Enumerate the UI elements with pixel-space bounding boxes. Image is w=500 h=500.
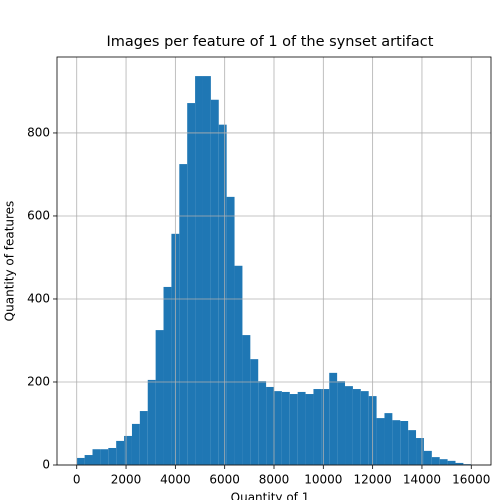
bar — [274, 391, 282, 465]
bar — [76, 457, 85, 465]
bar — [131, 423, 140, 465]
x-axis-label: Quantity of 1 — [231, 491, 310, 500]
bar — [439, 459, 448, 465]
bar — [195, 76, 203, 465]
bar — [92, 449, 101, 465]
bar — [305, 394, 314, 465]
x-tick-label: 2000 — [111, 473, 142, 487]
bar — [416, 438, 424, 465]
bar — [155, 330, 164, 465]
bar — [124, 435, 132, 465]
bar — [116, 440, 125, 465]
bar — [108, 447, 117, 465]
bar — [392, 420, 401, 465]
bar — [234, 265, 243, 465]
bar — [202, 76, 211, 465]
bar — [455, 462, 464, 465]
bar — [360, 391, 369, 465]
y-axis-label: Quantity of features — [3, 201, 17, 322]
bar — [447, 460, 456, 465]
x-tick-label: 16000 — [452, 473, 490, 487]
bar — [100, 449, 109, 465]
bar — [163, 286, 172, 465]
x-tick-label: 12000 — [354, 473, 392, 487]
bar — [218, 124, 227, 466]
bar — [384, 413, 393, 465]
bar — [321, 389, 330, 465]
bar — [313, 389, 322, 465]
x-tick-label: 10000 — [304, 473, 342, 487]
y-tick-label: 200 — [27, 374, 50, 388]
y-tick-label: 600 — [27, 208, 50, 222]
bar — [400, 421, 409, 465]
bar — [266, 386, 274, 465]
chart-title: Images per feature of 1 of the synset ar… — [107, 34, 434, 50]
bar — [179, 164, 188, 465]
bar — [139, 411, 148, 465]
bar — [242, 335, 251, 465]
bar — [84, 455, 93, 465]
bar — [147, 379, 156, 465]
bar — [187, 103, 196, 465]
x-tick-label: 14000 — [403, 473, 441, 487]
bar — [258, 381, 267, 465]
bar — [423, 450, 432, 465]
x-tick-label: 0 — [73, 473, 81, 487]
bar — [297, 391, 306, 465]
bar — [281, 391, 290, 465]
bar — [408, 430, 417, 465]
bar — [250, 359, 259, 465]
x-tick-label: 6000 — [209, 473, 240, 487]
bar — [352, 389, 361, 465]
x-tick-label: 8000 — [259, 473, 290, 487]
bar — [376, 418, 385, 465]
x-tick-label: 4000 — [160, 473, 191, 487]
plot-frame — [56, 56, 492, 466]
y-tick-label: 400 — [27, 291, 50, 305]
bar — [337, 381, 346, 465]
bar — [431, 457, 440, 465]
bar — [226, 196, 235, 466]
bar — [463, 464, 472, 465]
y-tick-label: 0 — [42, 458, 50, 472]
bar — [329, 372, 338, 465]
bar — [289, 394, 298, 465]
y-tick-label: 800 — [27, 125, 50, 139]
bar — [210, 99, 219, 465]
bar — [345, 386, 353, 465]
